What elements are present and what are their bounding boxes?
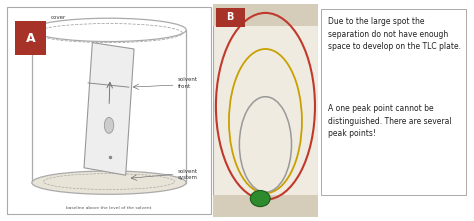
Text: Due to the large spot the
separation do not have enough
space to develop on the : Due to the large spot the separation do … <box>328 17 461 51</box>
Text: A one peak point cannot be
distinguished. There are several
peak points!: A one peak point cannot be distinguished… <box>328 104 452 138</box>
FancyBboxPatch shape <box>320 9 466 195</box>
Ellipse shape <box>32 18 186 42</box>
Text: baseline above the level of the solvent: baseline above the level of the solvent <box>66 206 152 210</box>
Bar <box>213 195 318 217</box>
FancyBboxPatch shape <box>15 21 46 55</box>
FancyBboxPatch shape <box>216 8 245 27</box>
Bar <box>213 4 318 26</box>
FancyBboxPatch shape <box>7 7 211 214</box>
Text: A: A <box>26 32 36 45</box>
Ellipse shape <box>32 171 186 194</box>
Text: solvent
system: solvent system <box>178 169 198 180</box>
Polygon shape <box>84 43 134 175</box>
Circle shape <box>250 191 270 207</box>
Text: B: B <box>227 12 234 22</box>
Ellipse shape <box>104 117 114 133</box>
Text: solvent
front: solvent front <box>178 77 198 89</box>
Text: cover: cover <box>41 15 66 25</box>
